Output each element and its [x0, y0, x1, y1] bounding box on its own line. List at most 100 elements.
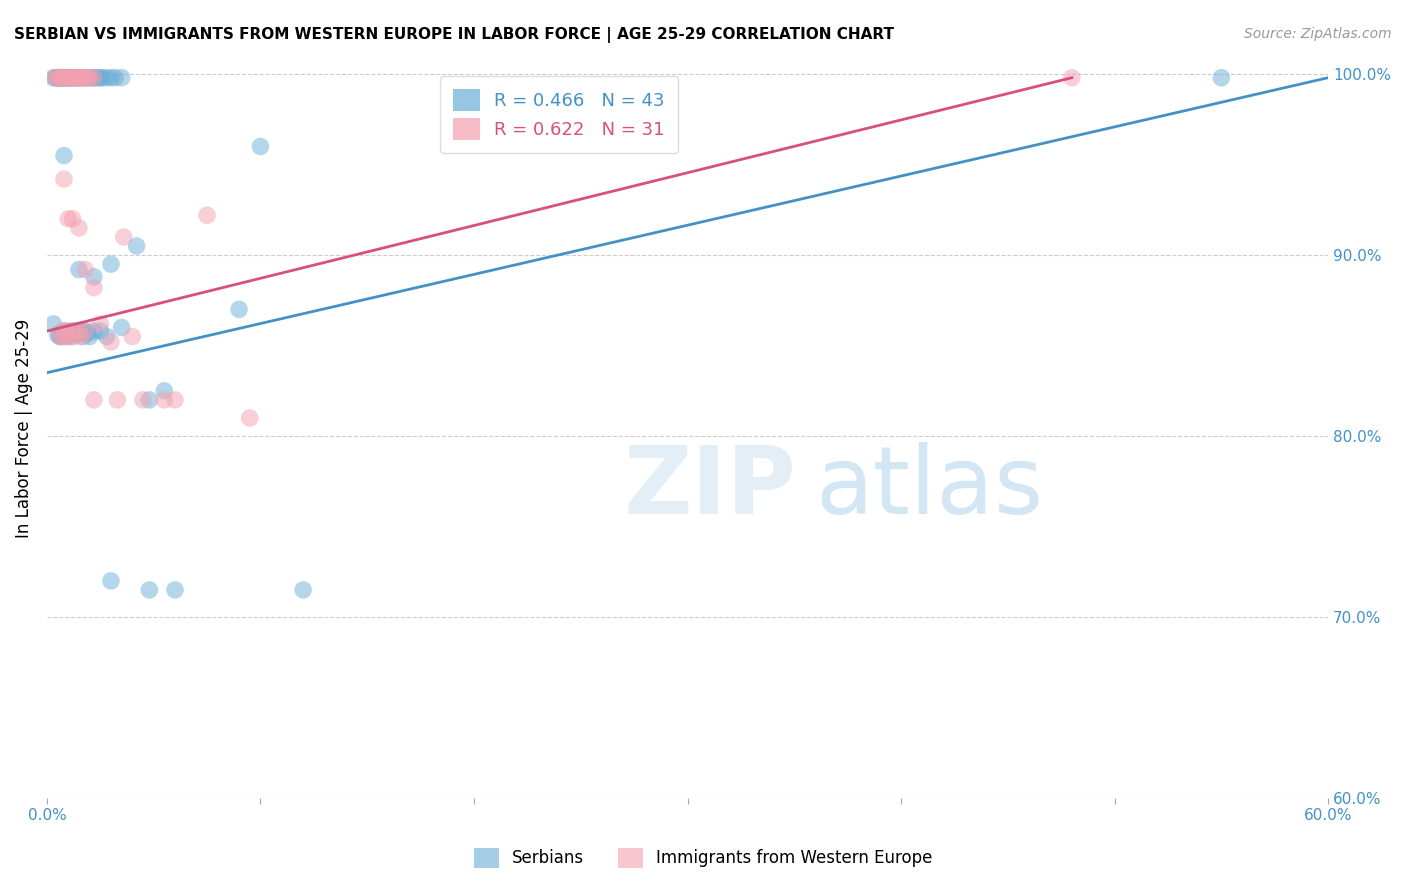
Point — [195, 208, 218, 222]
Point — [111, 70, 134, 85]
Point — [138, 582, 160, 597]
Point — [228, 302, 250, 317]
Point — [59, 70, 82, 85]
Point — [76, 70, 98, 85]
Point — [70, 324, 93, 338]
Point — [51, 70, 73, 85]
Point — [249, 139, 271, 153]
Point — [48, 329, 70, 343]
Point — [84, 70, 107, 85]
Point — [58, 70, 80, 85]
Point — [67, 262, 90, 277]
Point — [96, 329, 118, 343]
Point — [138, 392, 160, 407]
Point — [66, 70, 89, 85]
Point — [46, 70, 69, 85]
Point — [62, 324, 84, 338]
Point — [66, 324, 89, 338]
Point — [67, 221, 90, 235]
Point — [153, 384, 176, 398]
Point — [67, 70, 90, 85]
Point — [48, 70, 70, 85]
Point — [1060, 70, 1083, 85]
Point — [104, 70, 127, 85]
Point — [121, 329, 143, 343]
Point — [76, 70, 98, 85]
Point — [58, 329, 80, 343]
Point — [125, 239, 148, 253]
Point — [67, 70, 90, 85]
Point — [153, 392, 176, 407]
Point — [67, 324, 90, 338]
Point — [63, 70, 86, 85]
Point — [112, 230, 135, 244]
Point — [52, 70, 75, 85]
Point — [163, 582, 186, 597]
Point — [70, 329, 93, 343]
Point — [55, 324, 77, 338]
Point — [70, 70, 93, 85]
Point — [163, 392, 186, 407]
Point — [42, 317, 65, 331]
Point — [72, 70, 94, 85]
Y-axis label: In Labor Force | Age 25-29: In Labor Force | Age 25-29 — [15, 319, 32, 539]
Point — [67, 326, 90, 340]
Point — [51, 70, 73, 85]
Point — [75, 70, 97, 85]
Point — [52, 324, 75, 338]
Text: SERBIAN VS IMMIGRANTS FROM WESTERN EUROPE IN LABOR FORCE | AGE 25-29 CORRELATION: SERBIAN VS IMMIGRANTS FROM WESTERN EUROP… — [14, 27, 894, 43]
Point — [52, 172, 75, 186]
Point — [62, 70, 84, 85]
Point — [132, 392, 155, 407]
Legend: R = 0.466   N = 43, R = 0.622   N = 31: R = 0.466 N = 43, R = 0.622 N = 31 — [440, 76, 678, 153]
Point — [55, 70, 77, 85]
Point — [100, 574, 122, 588]
Text: atlas: atlas — [815, 442, 1043, 534]
Point — [63, 70, 86, 85]
Point — [44, 70, 66, 85]
Point — [59, 329, 82, 343]
Point — [42, 70, 65, 85]
Point — [52, 148, 75, 162]
Point — [96, 70, 118, 85]
Point — [292, 582, 315, 597]
Point — [100, 257, 122, 271]
Point — [48, 70, 70, 85]
Point — [66, 70, 89, 85]
Point — [83, 324, 105, 338]
Point — [58, 70, 80, 85]
Point — [48, 70, 70, 85]
Point — [1211, 70, 1233, 85]
Point — [62, 70, 84, 85]
Point — [75, 70, 97, 85]
Point — [100, 70, 122, 85]
Point — [83, 280, 105, 294]
Point — [91, 70, 114, 85]
Point — [62, 211, 84, 226]
Point — [80, 70, 103, 85]
Point — [75, 262, 97, 277]
Point — [70, 70, 93, 85]
Point — [58, 324, 80, 338]
Point — [59, 70, 82, 85]
Point — [105, 392, 128, 407]
Point — [75, 324, 97, 338]
Point — [44, 70, 66, 85]
Point — [89, 70, 111, 85]
Point — [76, 326, 98, 340]
Point — [72, 70, 94, 85]
Point — [63, 70, 86, 85]
Point — [52, 70, 75, 85]
Point — [51, 70, 73, 85]
Point — [48, 70, 70, 85]
Point — [55, 329, 77, 343]
Point — [62, 324, 84, 338]
Point — [59, 70, 82, 85]
Point — [87, 70, 110, 85]
Point — [239, 411, 262, 425]
Point — [46, 70, 69, 85]
Point — [51, 324, 73, 338]
Text: ZIP: ZIP — [623, 442, 796, 534]
Point — [100, 334, 122, 349]
Text: Source: ZipAtlas.com: Source: ZipAtlas.com — [1244, 27, 1392, 41]
